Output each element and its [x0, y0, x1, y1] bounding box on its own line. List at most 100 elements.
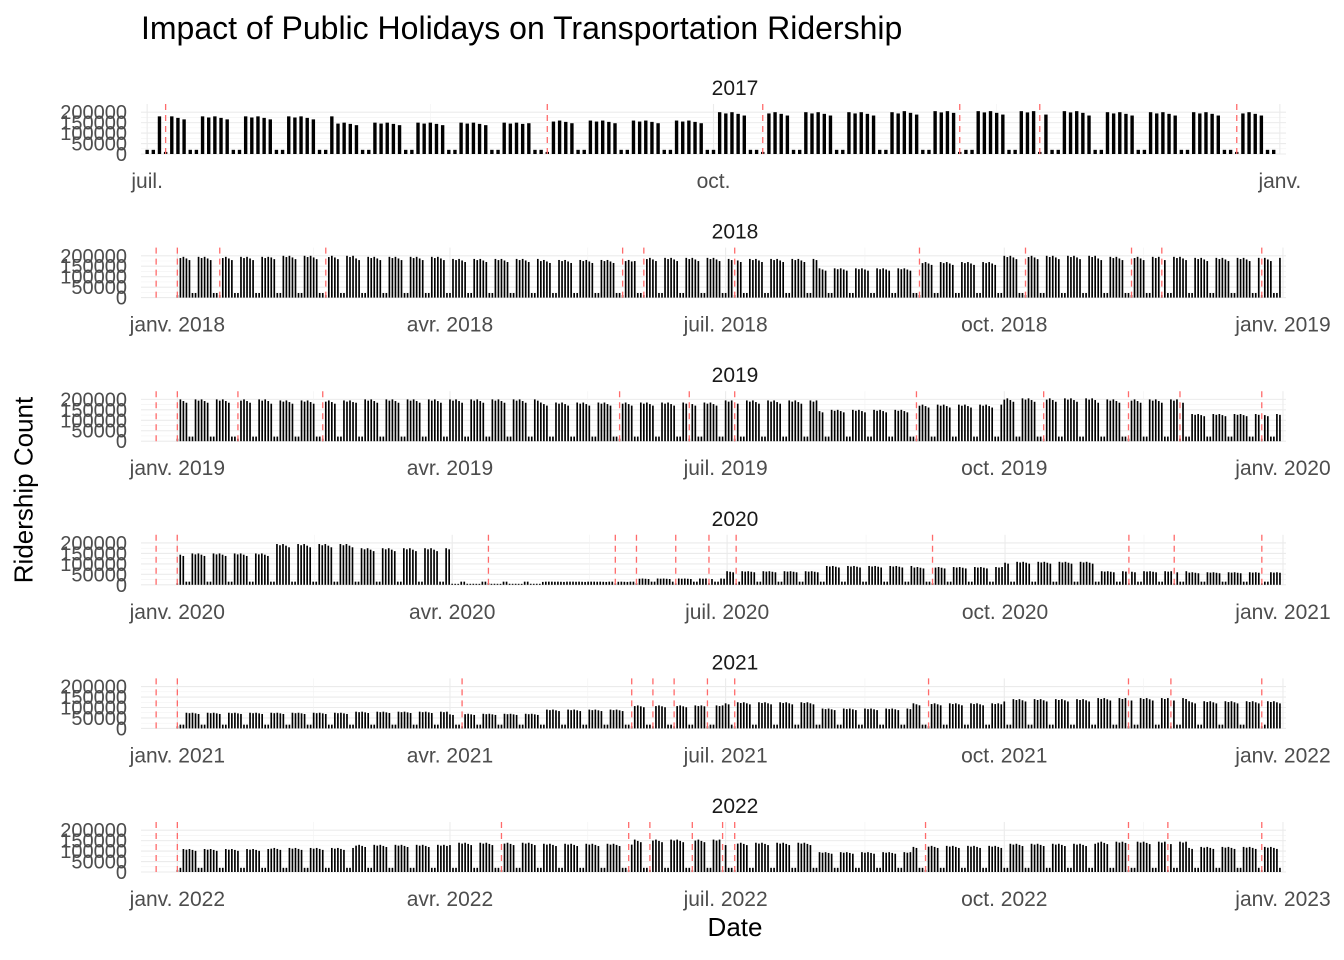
- bar: [1148, 112, 1153, 154]
- y-tick-label: 200000: [60, 389, 127, 411]
- bar: [732, 572, 734, 585]
- bar: [552, 709, 554, 729]
- bar: [1203, 259, 1206, 298]
- bar: [655, 706, 657, 729]
- bar: [1251, 436, 1254, 442]
- bar: [188, 581, 191, 585]
- bar: [1097, 581, 1100, 585]
- bar: [1064, 700, 1066, 729]
- bar: [291, 848, 294, 872]
- bar: [1030, 843, 1033, 872]
- bar: [591, 436, 594, 442]
- bar: [833, 867, 836, 872]
- bar: [261, 553, 263, 585]
- bar: [794, 400, 797, 442]
- bar: [1185, 260, 1187, 298]
- bar: [633, 706, 636, 729]
- bar: [637, 121, 642, 154]
- bar: [458, 842, 460, 872]
- bar: [1276, 702, 1278, 729]
- bar: [838, 567, 840, 585]
- bar: [670, 839, 672, 872]
- bar: [1030, 400, 1033, 442]
- bar: [1263, 724, 1266, 729]
- bar: [515, 258, 518, 298]
- bar: [1272, 149, 1276, 154]
- bar: [1198, 113, 1202, 154]
- bar: [1245, 847, 1248, 872]
- bar: [355, 402, 357, 442]
- bar: [1212, 572, 1215, 585]
- bar: [481, 581, 484, 585]
- bar: [1033, 257, 1036, 298]
- bar: [224, 256, 227, 298]
- bar: [209, 436, 212, 442]
- bar: [688, 724, 691, 729]
- bar: [970, 407, 972, 442]
- bar: [718, 839, 721, 872]
- bar: [1179, 724, 1181, 729]
- bar: [242, 554, 245, 585]
- bar: [1149, 571, 1151, 585]
- bar: [1145, 698, 1148, 729]
- bar: [1200, 257, 1203, 298]
- bar: [821, 708, 824, 729]
- bar: [812, 258, 815, 298]
- bar: [197, 400, 200, 442]
- bar: [564, 404, 566, 442]
- bar: [385, 293, 388, 298]
- bar: [1130, 700, 1133, 729]
- bar: [579, 867, 582, 872]
- bar: [455, 724, 457, 729]
- bar: [1259, 115, 1264, 154]
- bar: [636, 705, 639, 729]
- bar: [327, 545, 330, 585]
- bar: [297, 544, 299, 585]
- bar: [1167, 698, 1169, 729]
- bar: [1239, 724, 1242, 729]
- bar: [1045, 867, 1048, 872]
- bar: [409, 256, 412, 298]
- bar: [306, 545, 308, 585]
- bar: [1013, 149, 1017, 154]
- bar: [1131, 571, 1133, 585]
- bar: [576, 710, 579, 729]
- bar: [685, 707, 688, 729]
- bar: [1154, 399, 1157, 442]
- bar: [1233, 293, 1236, 298]
- bar: [1006, 724, 1009, 729]
- bar: [745, 703, 748, 729]
- bar: [1039, 293, 1042, 298]
- bar: [667, 867, 669, 872]
- bar: [736, 403, 739, 442]
- bar: [1227, 846, 1230, 872]
- bar: [873, 293, 875, 298]
- bar: [1236, 572, 1239, 585]
- bar: [1010, 581, 1012, 585]
- bar: [530, 713, 533, 729]
- bar: [1215, 572, 1218, 585]
- bar: [818, 268, 821, 298]
- bar: [1236, 257, 1239, 298]
- bar: [791, 704, 794, 729]
- bar: [485, 714, 488, 729]
- bar: [496, 149, 500, 154]
- bar: [1182, 698, 1184, 729]
- bar: [930, 704, 933, 729]
- bar: [961, 705, 963, 729]
- bar: [276, 848, 279, 872]
- bar: [518, 260, 521, 298]
- bar: [806, 293, 809, 298]
- bar: [1064, 561, 1067, 585]
- bar: [213, 116, 217, 154]
- bar: [243, 258, 245, 298]
- bar: [652, 840, 654, 872]
- bar: [194, 850, 197, 872]
- bar: [412, 399, 415, 442]
- bar: [306, 724, 309, 729]
- bar: [842, 708, 845, 729]
- bar: [467, 436, 469, 442]
- bar: [256, 116, 260, 154]
- bar: [294, 581, 296, 585]
- bar: [1221, 846, 1224, 872]
